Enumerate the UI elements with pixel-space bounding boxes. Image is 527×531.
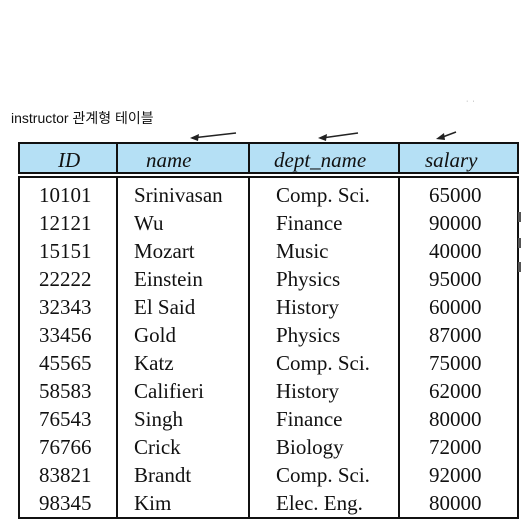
header-id: ID [58,148,81,172]
table-body: 10101 Srinivasan Comp. Sci. 65000 12121 … [18,176,519,519]
table-row: 83821 Brandt Comp. Sci. 92000 [20,461,521,489]
header-name: name [146,148,192,172]
edge-mark [518,212,521,222]
cell-dept-name: Comp. Sci. [276,463,370,487]
arrow-dept-line [321,132,359,139]
cell-dept-name: Physics [276,267,341,291]
cell-id: 58583 [39,379,92,403]
cell-salary: 65000 [429,183,482,207]
body-divider [398,178,400,517]
cell-salary: 90000 [429,211,482,235]
arrow-name-line [191,132,237,139]
table-row: 45565 Katz Comp. Sci. 75000 [20,349,521,377]
cell-salary: 80000 [429,491,482,515]
cell-id: 83821 [39,463,92,487]
cell-dept-name: Comp. Sci. [276,183,370,207]
cell-name: Crick [134,435,181,459]
cell-name: Brandt [134,463,192,487]
header-divider [248,144,250,172]
cell-salary: 60000 [429,295,482,319]
cell-salary: 80000 [429,407,482,431]
cell-salary: 62000 [429,379,482,403]
cell-name: Mozart [134,239,195,263]
instructor-table: ID name dept_name salary 10101 Srinivasa… [18,142,519,519]
cell-name: Wu [134,211,164,235]
table-row: 15151 Mozart Music 40000 [20,237,521,265]
arrow-salary-head [436,133,445,140]
edge-mark [518,262,521,272]
table-row: 98345 Kim Elec. Eng. 80000 [20,489,521,517]
cell-id: 10101 [39,183,92,207]
cell-salary: 40000 [429,239,482,263]
body-divider [116,178,118,517]
cell-dept-name: Finance [276,407,343,431]
header-divider [116,144,118,172]
cell-salary: 95000 [429,267,482,291]
table-caption: instructor 관계형 테이블 [11,110,154,126]
edge-mark [518,238,521,248]
table-row: 76766 Crick Biology 72000 [20,433,521,461]
cell-salary: 72000 [429,435,482,459]
cell-dept-name: Biology [276,435,344,459]
cell-id: 12121 [39,211,92,235]
cell-id: 33456 [39,323,92,347]
cell-dept-name: Elec. Eng. [276,491,363,515]
table-row: 58583 Califieri History 62000 [20,377,521,405]
table-row: 10101 Srinivasan Comp. Sci. 65000 [20,181,521,209]
table-row: 76543 Singh Finance 80000 [20,405,521,433]
cell-salary: 75000 [429,351,482,375]
table-row: 22222 Einstein Physics 95000 [20,265,521,293]
table-row: 12121 Wu Finance 90000 [20,209,521,237]
header-salary: salary [425,148,478,172]
cell-name: Katz [134,351,174,375]
cell-name: Singh [134,407,184,431]
cell-name: Gold [134,323,176,347]
cell-dept-name: History [276,295,339,319]
cell-name: Califieri [134,379,204,403]
table-row: 32343 El Said History 60000 [20,293,521,321]
cell-name: Kim [134,491,172,515]
cell-dept-name: Music [276,239,329,263]
cell-dept-name: History [276,379,339,403]
cell-id: 22222 [39,267,92,291]
cell-dept-name: Finance [276,211,343,235]
table-row: 33456 Gold Physics 87000 [20,321,521,349]
cell-dept-name: Comp. Sci. [276,351,370,375]
cell-name: El Said [134,295,196,319]
cell-id: 45565 [39,351,92,375]
cell-id: 76766 [39,435,92,459]
cell-salary: 92000 [429,463,482,487]
table-header: ID name dept_name salary [18,142,519,174]
cell-salary: 87000 [429,323,482,347]
header-divider [398,144,400,172]
body-divider [248,178,250,517]
cell-id: 32343 [39,295,92,319]
cell-name: Srinivasan [134,183,223,207]
cell-name: Einstein [134,267,203,291]
arrow-salary-line [439,131,457,139]
arrow-name-head [190,134,199,141]
decorative-dots: · · [466,98,476,105]
header-dept-name: dept_name [274,148,367,172]
cell-id: 15151 [39,239,92,263]
cell-id: 76543 [39,407,92,431]
cell-id: 98345 [39,491,92,515]
cell-dept-name: Physics [276,323,341,347]
arrow-dept-head [318,134,327,141]
